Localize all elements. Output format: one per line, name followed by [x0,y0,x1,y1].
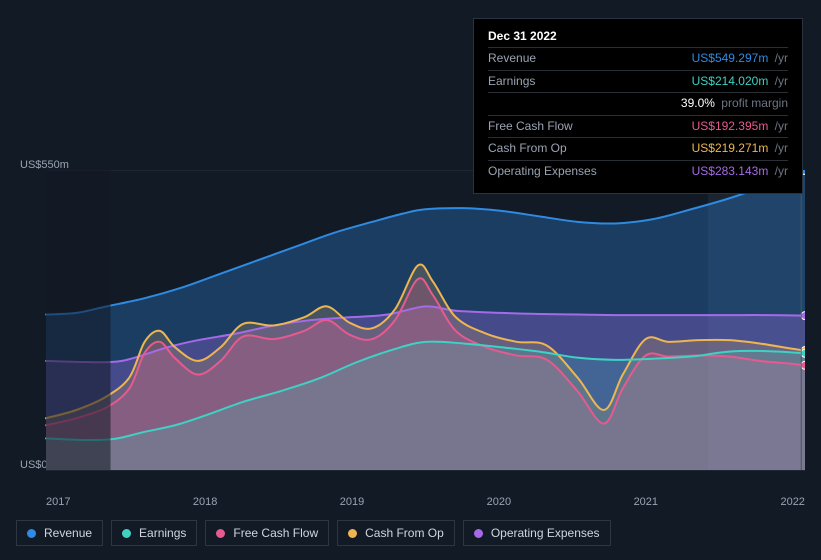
chart-svg [16,170,805,490]
tooltip-label: Revenue [488,51,536,67]
legend-item-fcf[interactable]: Free Cash Flow [205,520,329,546]
tooltip-label: Operating Expenses [488,164,597,180]
legend-dot-icon [474,529,483,538]
legend-dot-icon [216,529,225,538]
tooltip-row: 39.0% profit margin [488,92,788,115]
tooltip-value: US$283.143m /yr [692,164,788,180]
legend-dot-icon [348,529,357,538]
x-tick: 2017 [46,496,70,508]
x-tick: 2022 [780,496,804,508]
x-axis-labels: 2017 2018 2019 2020 2021 2022 [46,496,805,508]
legend: Revenue Earnings Free Cash Flow Cash From O… [16,520,611,546]
tooltip-row: Revenue US$549.297m /yr [488,47,788,70]
x-tick: 2018 [193,496,217,508]
legend-label: Earnings [139,526,186,540]
tooltip-value: US$549.297m /yr [692,51,788,67]
tooltip-date: Dec 31 2022 [488,29,788,43]
tooltip-label: Free Cash Flow [488,119,573,135]
tooltip-row: Cash From Op US$219.271m /yr [488,137,788,160]
legend-label: Cash From Op [365,526,444,540]
legend-label: Revenue [44,526,92,540]
tooltip-label: Earnings [488,74,535,90]
tooltip-value: US$219.271m /yr [692,141,788,157]
x-tick: 2020 [487,496,511,508]
legend-item-opex[interactable]: Operating Expenses [463,520,611,546]
x-tick: 2019 [340,496,364,508]
legend-item-cashop[interactable]: Cash From Op [337,520,455,546]
tooltip-value: US$214.020m /yr [692,74,788,90]
tooltip-value: 39.0% profit margin [681,96,788,112]
legend-item-earnings[interactable]: Earnings [111,520,197,546]
tooltip-row: Operating Expenses US$283.143m /yr [488,160,788,183]
tooltip-label: Cash From Op [488,141,567,157]
legend-dot-icon [122,529,131,538]
legend-item-revenue[interactable]: Revenue [16,520,103,546]
legend-label: Free Cash Flow [233,526,318,540]
tooltip: Dec 31 2022 Revenue US$549.297m /yr Earnin… [473,18,803,194]
x-tick: 2021 [634,496,658,508]
tooltip-row: Earnings US$214.020m /yr [488,70,788,93]
chart-plot[interactable] [16,170,805,490]
tooltip-value: US$192.395m /yr [692,119,788,135]
legend-dot-icon [27,529,36,538]
legend-label: Operating Expenses [491,526,600,540]
tooltip-row: Free Cash Flow US$192.395m /yr [488,115,788,138]
